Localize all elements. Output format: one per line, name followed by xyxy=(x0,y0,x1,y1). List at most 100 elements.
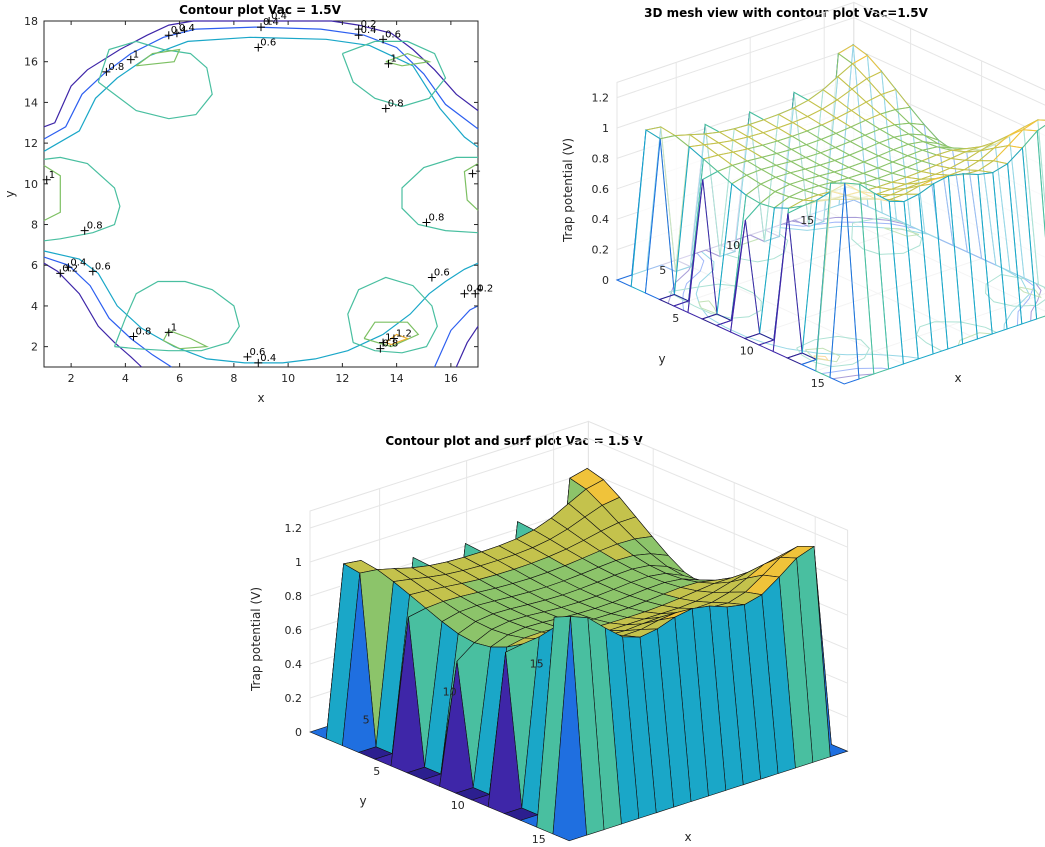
contour-label: 1 xyxy=(133,50,139,61)
z-tick-label: 0 xyxy=(602,274,609,287)
contour-label-marker xyxy=(164,31,173,40)
contour-lines xyxy=(43,20,479,368)
contour-label: 1 xyxy=(49,170,55,181)
y-tick-label: 15 xyxy=(530,658,544,671)
contour-line-20 xyxy=(385,333,410,346)
mesh-x-label: x xyxy=(954,371,961,385)
contour-line-16 xyxy=(43,164,61,222)
mesh-axis-ticks: 0 0.2 0.4 0.6 0.8 1 1.2 5 10 15 5 10 15 xyxy=(592,92,825,390)
contour-label: 0.4 xyxy=(171,25,187,36)
contour-title: Contour plot Vac = 1.5V xyxy=(179,3,342,17)
contour-panel: Contour plot Vac = 1.5V 0.4 0.4 0.4 0.4 0.6 0… xyxy=(0,0,500,410)
contour-label-marker xyxy=(88,267,97,276)
z-tick-label: 0 xyxy=(295,726,302,739)
contour-label: 0.6 xyxy=(260,37,276,48)
contour-label-marker xyxy=(172,29,181,38)
contour-label: 0.4 xyxy=(179,23,195,34)
z-tick-label: 0.8 xyxy=(592,152,610,165)
y-tick-label: 18 xyxy=(24,15,38,28)
x-tick-label: 10 xyxy=(740,345,754,358)
contour-label: 0.6 xyxy=(95,261,111,272)
z-tick-label: 0.6 xyxy=(285,624,303,637)
contour-line-10 xyxy=(43,156,121,242)
contour-label-marker xyxy=(257,23,265,32)
contour-label: 0.8 xyxy=(136,326,152,337)
contour-level-labels: 0.40.40.40.40.60.20.4 0.610.810.8110.80.8… xyxy=(42,11,493,367)
x-tick-label: 16 xyxy=(444,372,458,385)
x-tick-label: 5 xyxy=(373,765,380,778)
contour-label: 0.2 xyxy=(361,19,377,30)
surf-x-label: x xyxy=(684,830,691,844)
contour-line-5 xyxy=(43,250,479,364)
mesh-cell xyxy=(829,182,860,385)
surf-axis-ticks: 0 0.2 0.4 0.6 0.8 1 1.2 5 10 15 5 10 15 xyxy=(285,522,546,846)
x-tick-label: 14 xyxy=(390,372,404,385)
contour-x-ticks: 2 4 6 8 10 12 14 16 xyxy=(68,21,458,385)
surf-y-label: y xyxy=(359,794,366,808)
mesh-y-label: y xyxy=(658,352,665,366)
contour-line-13 xyxy=(347,276,438,354)
contour-y-ticks: 2 4 6 8 10 12 14 16 18 xyxy=(24,15,478,354)
z-tick-label: 0.6 xyxy=(592,183,610,196)
contour-label-marker xyxy=(64,263,73,272)
contour-label-marker xyxy=(56,269,65,278)
y-tick-label: 10 xyxy=(24,178,38,191)
mesh-panel: 3D mesh view with contour plot Vac=1.5V … xyxy=(530,0,1045,400)
mesh-title: 3D mesh view with contour plot Vac=1.5V xyxy=(644,6,929,20)
mesh-z-label: Trap potential (V) xyxy=(561,138,575,243)
contour-label-marker xyxy=(254,43,263,52)
contour-label: 0.4 xyxy=(271,11,287,22)
y-tick-label: 8 xyxy=(31,219,38,232)
contour-line-7 xyxy=(434,305,479,368)
contour-label-marker xyxy=(379,35,388,44)
contour-line-11 xyxy=(401,156,479,234)
y-tick-label: 4 xyxy=(31,300,38,313)
contour-line-9 xyxy=(341,40,447,108)
contour-label: 1 xyxy=(171,322,177,333)
contour-label: 0.4 xyxy=(361,25,377,36)
contour-label-marker xyxy=(384,59,393,68)
contour-label: 0.8 xyxy=(388,99,404,110)
y-tick-label: 10 xyxy=(726,239,740,252)
contour-label: 0.4 xyxy=(466,284,482,295)
y-tick-label: 10 xyxy=(443,686,457,699)
contour-x-label: x xyxy=(257,391,264,405)
x-tick-label: 12 xyxy=(335,372,349,385)
x-tick-label: 10 xyxy=(281,372,295,385)
contour-label-marker xyxy=(379,338,388,347)
contour-label: 0.8 xyxy=(108,62,124,73)
contour-label-marker xyxy=(243,352,252,361)
contour-label: 0.8 xyxy=(382,339,398,350)
contour-label-marker xyxy=(80,226,89,235)
contour-label-marker xyxy=(354,31,363,40)
y-tick-label: 15 xyxy=(800,214,814,227)
contour-label-marker xyxy=(102,67,111,76)
z-grid-line xyxy=(616,17,1045,106)
contour-line-18 xyxy=(162,329,210,350)
z-tick-label: 1 xyxy=(295,556,302,569)
x-tick-label: 5 xyxy=(672,312,679,325)
contour-label-marker xyxy=(164,328,173,337)
contour-label: 1 xyxy=(390,54,396,65)
contour-label-marker xyxy=(42,175,51,184)
contour-line-6 xyxy=(455,325,479,368)
contour-label-marker xyxy=(126,55,135,64)
contour-label: 0.8 xyxy=(87,221,103,232)
contour-line-15 xyxy=(385,52,432,67)
contour-axes-box xyxy=(43,20,479,368)
contour-line-14 xyxy=(135,48,181,67)
z-tick-label: 1.2 xyxy=(285,522,303,535)
contour-line-12 xyxy=(113,280,240,352)
x-tick-label: 15 xyxy=(811,377,825,390)
contour-label-marker xyxy=(129,332,138,341)
z-tick-label: 1.2 xyxy=(592,92,610,105)
z-grid-line xyxy=(309,437,848,548)
x-tick-label: 15 xyxy=(532,833,546,846)
z-tick-label: 0.8 xyxy=(285,590,303,603)
x-tick-label: 4 xyxy=(122,372,129,385)
surf-chart: Contour plot and surf plot Vac = 1.5 V 0… xyxy=(249,420,849,846)
contour-label: 0.2 xyxy=(477,284,493,295)
y-tick-label: 2 xyxy=(31,341,38,354)
y-tick-label: 16 xyxy=(24,56,38,69)
contour-chart: Contour plot Vac = 1.5V 0.40.40.40.40.60… xyxy=(3,3,493,405)
